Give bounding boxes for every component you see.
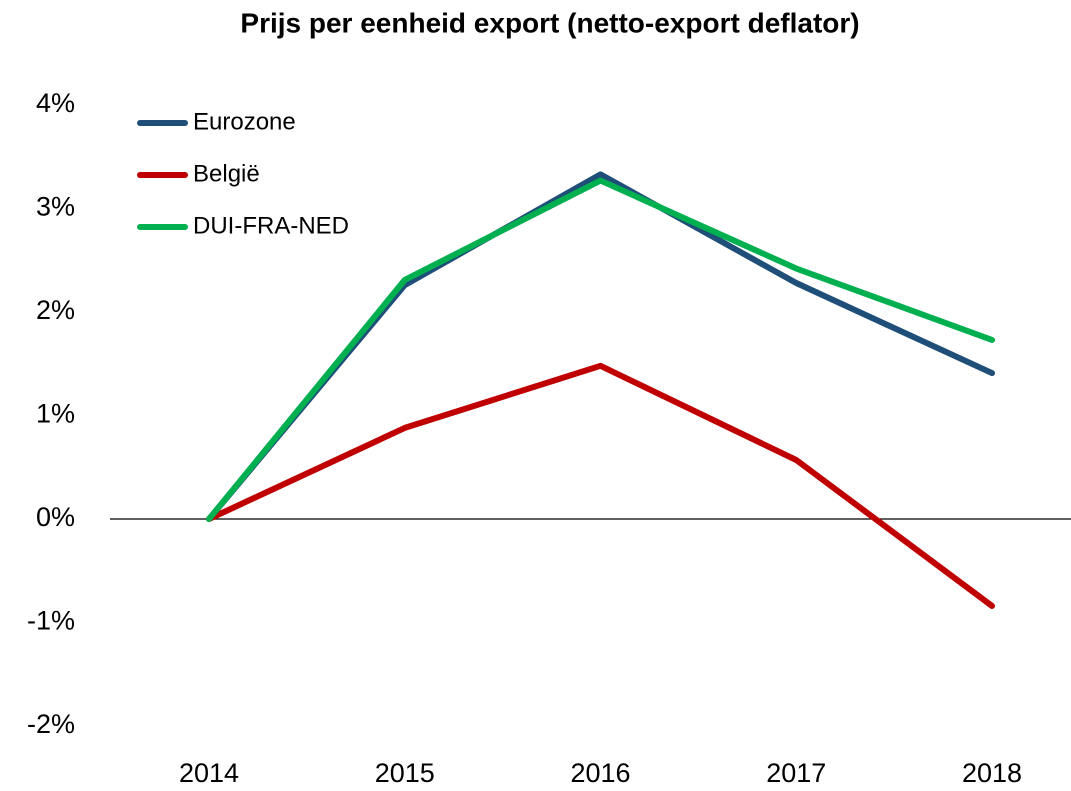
- series-line: [206, 177, 995, 522]
- y-tick-label: 3%: [36, 192, 75, 222]
- y-tick-label: 4%: [36, 88, 75, 118]
- x-tick-label: 2017: [766, 758, 826, 788]
- y-tick-label: 0%: [36, 502, 75, 532]
- y-tick-label: -1%: [27, 606, 75, 636]
- y-tick-label: 1%: [36, 399, 75, 429]
- y-tick-label: -2%: [27, 709, 75, 739]
- legend-label: Eurozone: [193, 108, 296, 135]
- y-tick-label: 2%: [36, 295, 75, 325]
- x-tick-label: 2018: [962, 758, 1022, 788]
- series-line: [206, 362, 995, 609]
- x-tick-label: 2016: [570, 758, 630, 788]
- legend-label: België: [193, 160, 260, 187]
- x-tick-label: 2014: [179, 758, 239, 788]
- x-tick-label: 2015: [375, 758, 435, 788]
- legend-label: DUI-FRA-NED: [193, 212, 349, 239]
- chart-title: Prijs per eenheid export (netto-export d…: [240, 7, 859, 38]
